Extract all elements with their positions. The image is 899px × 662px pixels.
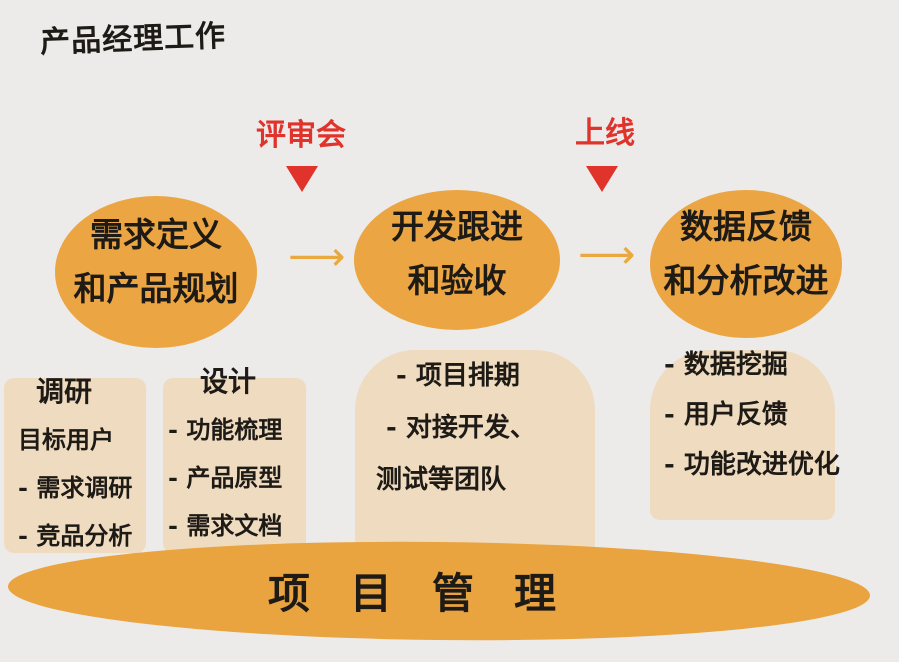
list-item: - 产品原型 bbox=[168, 463, 283, 492]
data-panel bbox=[650, 350, 835, 520]
diagram-title: 产品经理工作 bbox=[39, 18, 227, 61]
research-heading: 调研 bbox=[36, 375, 93, 408]
stage-1-line2: 和产品规划 bbox=[73, 269, 239, 308]
list-item: 目标用户 bbox=[18, 425, 114, 454]
right-arrow-icon: ⟶ bbox=[578, 232, 636, 278]
milestone-review-label: 评审会 bbox=[256, 118, 346, 153]
milestone-launch-marker-icon bbox=[586, 166, 618, 192]
project-management-label: 项目管理 bbox=[268, 569, 597, 618]
dev-list: - 项目排期 - 对接开发、 测试等团队 bbox=[376, 350, 536, 506]
right-arrow-icon: ⟶ bbox=[288, 234, 346, 280]
list-item: - 竞品分析 bbox=[18, 521, 133, 550]
research-list: 调研 目标用户 - 需求调研 - 竞品分析 bbox=[18, 368, 132, 560]
list-item: - 数据挖掘 bbox=[664, 350, 788, 380]
list-item: 测试等团队 bbox=[376, 465, 507, 495]
stage-3-line1: 数据反馈 bbox=[680, 207, 812, 246]
dev-panel bbox=[355, 350, 595, 555]
design-list: 设计 - 功能梳理 - 产品原型 - 需求文档 bbox=[168, 358, 282, 550]
stage-1-line1: 需求定义 bbox=[90, 215, 222, 254]
design-heading: 设计 bbox=[200, 365, 257, 398]
stage-2-line2: 和验收 bbox=[407, 261, 507, 300]
list-item: - 对接开发、 bbox=[386, 413, 536, 443]
milestone-review-marker-icon bbox=[286, 166, 318, 192]
design-panel bbox=[163, 378, 306, 553]
stage-1-blob bbox=[55, 196, 257, 348]
stage-3-blob bbox=[650, 190, 842, 338]
stage-1-text: 需求定义 和产品规划 bbox=[55, 208, 257, 316]
milestone-launch-label: 上线 bbox=[575, 116, 635, 151]
list-item: - 功能梳理 bbox=[168, 415, 283, 444]
list-item: - 需求调研 bbox=[18, 473, 133, 502]
data-list: - 数据挖掘 - 用户反馈 - 功能改进优化 bbox=[664, 340, 840, 490]
stage-2-line1: 开发跟进 bbox=[391, 207, 523, 246]
list-item: - 项目排期 bbox=[396, 361, 520, 391]
list-item: - 需求文档 bbox=[168, 511, 283, 540]
list-item: - 用户反馈 bbox=[664, 400, 788, 430]
stage-2-blob bbox=[354, 190, 560, 330]
list-item: - 功能改进优化 bbox=[664, 450, 840, 480]
stage-2-text: 开发跟进 和验收 bbox=[354, 200, 560, 308]
research-panel bbox=[4, 378, 146, 553]
stage-3-text: 数据反馈 和分析改进 bbox=[650, 200, 842, 308]
stage-3-line2: 和分析改进 bbox=[663, 261, 829, 300]
